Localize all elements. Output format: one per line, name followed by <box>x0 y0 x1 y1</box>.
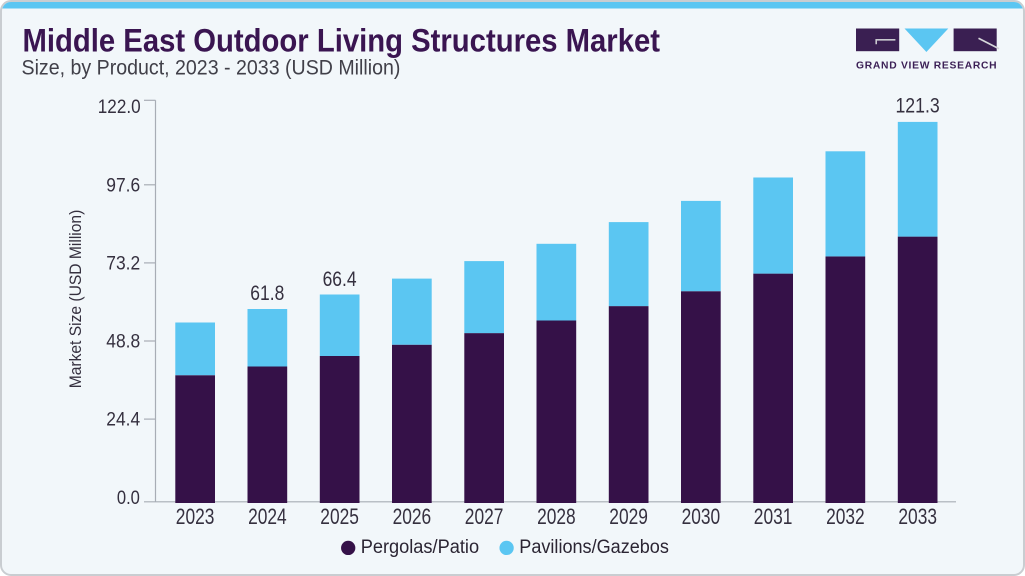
svg-text:2033: 2033 <box>898 504 937 529</box>
svg-text:2023: 2023 <box>176 504 215 529</box>
svg-text:2031: 2031 <box>754 504 793 529</box>
svg-text:Middle East Outdoor Living Str: Middle East Outdoor Living Structures Ma… <box>23 23 661 59</box>
svg-text:Market Size (USD Million): Market Size (USD Million) <box>66 210 85 389</box>
svg-text:2027: 2027 <box>465 504 504 529</box>
svg-text:24.4: 24.4 <box>106 410 140 431</box>
svg-text:2032: 2032 <box>826 504 865 529</box>
svg-text:121.3: 121.3 <box>895 94 939 118</box>
svg-text:122.0: 122.0 <box>98 97 141 118</box>
svg-text:Pavilions/Gazebos: Pavilions/Gazebos <box>519 537 669 558</box>
svg-text:66.4: 66.4 <box>323 267 357 291</box>
svg-text:GRAND VIEW RESEARCH: GRAND VIEW RESEARCH <box>856 60 997 71</box>
svg-text:2025: 2025 <box>320 504 359 529</box>
svg-text:2026: 2026 <box>393 504 432 529</box>
svg-text:Pergolas/Patio: Pergolas/Patio <box>361 537 479 558</box>
svg-text:2024: 2024 <box>248 504 287 529</box>
svg-text:2030: 2030 <box>682 504 721 529</box>
svg-text:2028: 2028 <box>537 504 576 529</box>
svg-text:73.2: 73.2 <box>106 253 140 274</box>
svg-text:Size, by Product, 2023 - 2033: Size, by Product, 2023 - 2033 (USD Milli… <box>22 56 401 79</box>
svg-text:48.8: 48.8 <box>106 332 140 353</box>
svg-text:2029: 2029 <box>609 504 648 529</box>
svg-text:97.6: 97.6 <box>106 175 140 196</box>
svg-text:0.0: 0.0 <box>117 488 140 509</box>
svg-text:61.8: 61.8 <box>250 281 284 305</box>
